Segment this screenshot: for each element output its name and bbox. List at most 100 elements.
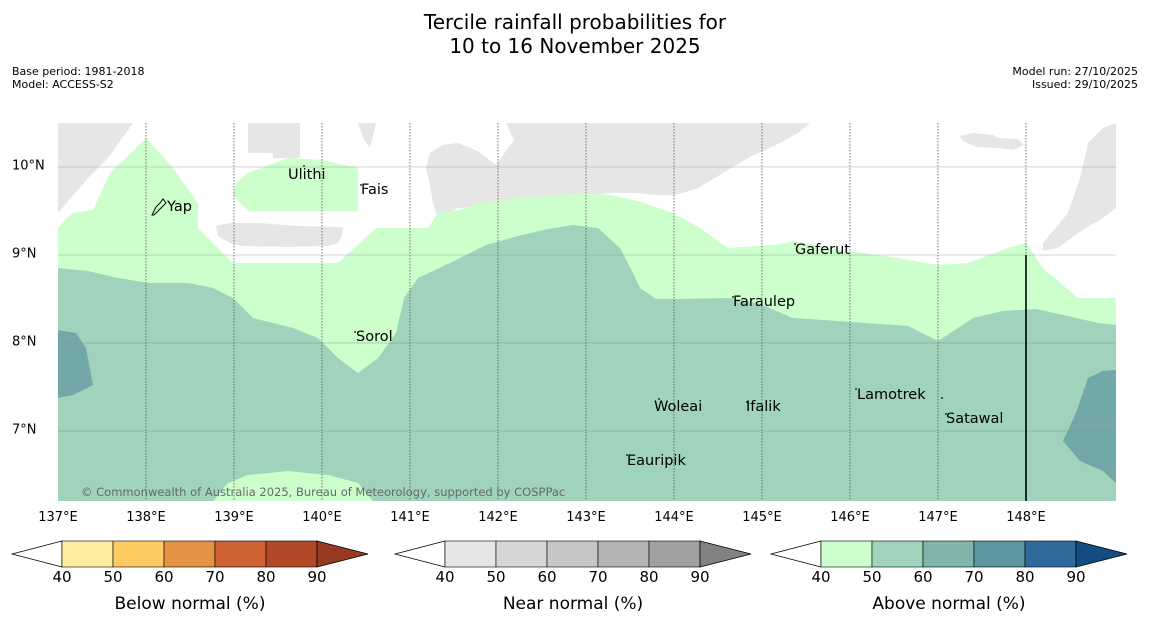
colorbar-bin (871, 540, 924, 568)
island-dot (303, 165, 305, 167)
colorbar-title-near-normal: Near normal (%) (502, 594, 644, 614)
colorbar-title-below-normal: Below normal (%) (114, 594, 266, 614)
colorbar-tick: 50 (862, 568, 882, 586)
colorbar-bin (648, 540, 701, 568)
island-dot (941, 397, 943, 399)
colorbar-bin (214, 540, 267, 568)
colorbar-high-extend (699, 540, 752, 568)
above-normal-60-70 (1063, 370, 1116, 483)
place-label-yap: Yap (167, 199, 192, 215)
colorbar-tick: 70 (588, 568, 608, 586)
colorbar-below-normal (11, 540, 369, 568)
colorbar-bin (546, 540, 599, 568)
colorbar-bin (495, 540, 548, 568)
place-label-faraulep: Faraulep (733, 294, 796, 310)
place-label-lamotrek: Lamotrek (857, 387, 926, 403)
yap-island-outline (151, 198, 167, 216)
island-dot (626, 454, 628, 456)
lon-label: 139°E (214, 510, 254, 525)
island-dot (360, 184, 362, 186)
colorbar-tick: 90 (690, 568, 710, 586)
colorbar-above-normal (770, 540, 1128, 568)
above-normal-60-70 (58, 330, 93, 398)
lon-label: 145°E (742, 510, 782, 525)
place-label-sorol: Sorol (356, 329, 393, 345)
lat-label: 8°N (12, 334, 37, 350)
no-data-region (960, 133, 1024, 150)
issued-date: Issued: 29/10/2025 (1031, 78, 1138, 91)
place-label-woleai: Woleai (654, 399, 703, 415)
lon-label: 144°E (654, 510, 694, 525)
copyright-notice: © Commonwealth of Australia 2025, Bureau… (81, 485, 566, 499)
island-dot (945, 413, 947, 415)
base-period: Base period: 1981-2018 (12, 65, 145, 78)
colorbar-tick: 50 (486, 568, 506, 586)
colorbar-bin (922, 540, 975, 568)
model-name: Model: ACCESS-S2 (12, 78, 114, 91)
colorbar-tick: 80 (1015, 568, 1035, 586)
colorbar-low-extend (394, 540, 446, 568)
graticule (58, 123, 1116, 501)
colorbar-bin (973, 540, 1026, 568)
colorbar-tick: 40 (435, 568, 455, 586)
colorbar-tick: 70 (964, 568, 984, 586)
island-dot (855, 388, 857, 390)
colorbar-tick: 70 (205, 568, 225, 586)
colorbar-bin (597, 540, 650, 568)
above-normal-40-50 (233, 158, 358, 211)
island-dot (732, 296, 734, 298)
colorbar-tick: 80 (256, 568, 276, 586)
place-label-ulithi: Ulithi (288, 167, 326, 183)
above-normal-40-50 (213, 471, 373, 501)
place-label-satawal: Satawal (946, 411, 1004, 427)
lon-label: 147°E (918, 510, 958, 525)
lon-label: 143°E (566, 510, 606, 525)
colorbar-tick: 60 (913, 568, 933, 586)
title-line-2: 10 to 16 November 2025 (449, 34, 701, 58)
lon-label: 142°E (478, 510, 518, 525)
place-label-ifalik: Ifalik (746, 399, 781, 415)
colorbar-title-above-normal: Above normal (%) (872, 594, 1026, 614)
colorbar-tick: 90 (1066, 568, 1086, 586)
colorbar-tick: 80 (639, 568, 659, 586)
colorbar-bin (112, 540, 165, 568)
colorbar-bin (444, 540, 497, 568)
lon-label: 146°E (830, 510, 870, 525)
island-dot (746, 401, 748, 403)
colorbar-high-extend (316, 540, 369, 568)
model-run-date: Model run: 27/10/2025 (1012, 65, 1138, 78)
above-normal-50-60 (58, 225, 1116, 501)
colorbar-near-normal (394, 540, 752, 568)
colorbar-high-extend (1075, 540, 1128, 568)
colorbar-bin (163, 540, 216, 568)
colorbar-bin (820, 540, 873, 568)
colorbar-tick: 40 (52, 568, 72, 586)
lat-label: 10°N (12, 158, 45, 174)
colorbar-low-extend (770, 540, 822, 568)
lat-label: 7°N (12, 422, 37, 438)
place-label-eauripik: Eauripik (627, 453, 686, 469)
place-label-gaferut: Gaferut (795, 242, 850, 258)
island-dot (794, 243, 796, 245)
colorbar-bin (265, 540, 318, 568)
lon-label: 137°E (38, 510, 78, 525)
title-line-1: Tercile rainfall probabilities for (423, 10, 727, 34)
no-data-region (58, 123, 133, 213)
lat-label: 9°N (12, 246, 37, 262)
colorbar-tick: 60 (537, 568, 557, 586)
rainfall-map[interactable] (58, 123, 1116, 501)
no-data-region (216, 223, 343, 247)
no-data-region (426, 123, 810, 218)
colorbar-bin (61, 540, 114, 568)
lon-label: 148°E (1006, 510, 1046, 525)
lon-label: 138°E (126, 510, 166, 525)
colorbar-bin (1024, 540, 1077, 568)
lon-label: 141°E (390, 510, 430, 525)
colorbar-low-extend (11, 540, 63, 568)
island-markers (303, 165, 947, 456)
lon-label: 140°E (302, 510, 342, 525)
colorbar-tick: 60 (154, 568, 174, 586)
colorbar-tick: 40 (811, 568, 831, 586)
place-label-fais: Fais (361, 182, 389, 198)
island-dot (658, 398, 660, 400)
